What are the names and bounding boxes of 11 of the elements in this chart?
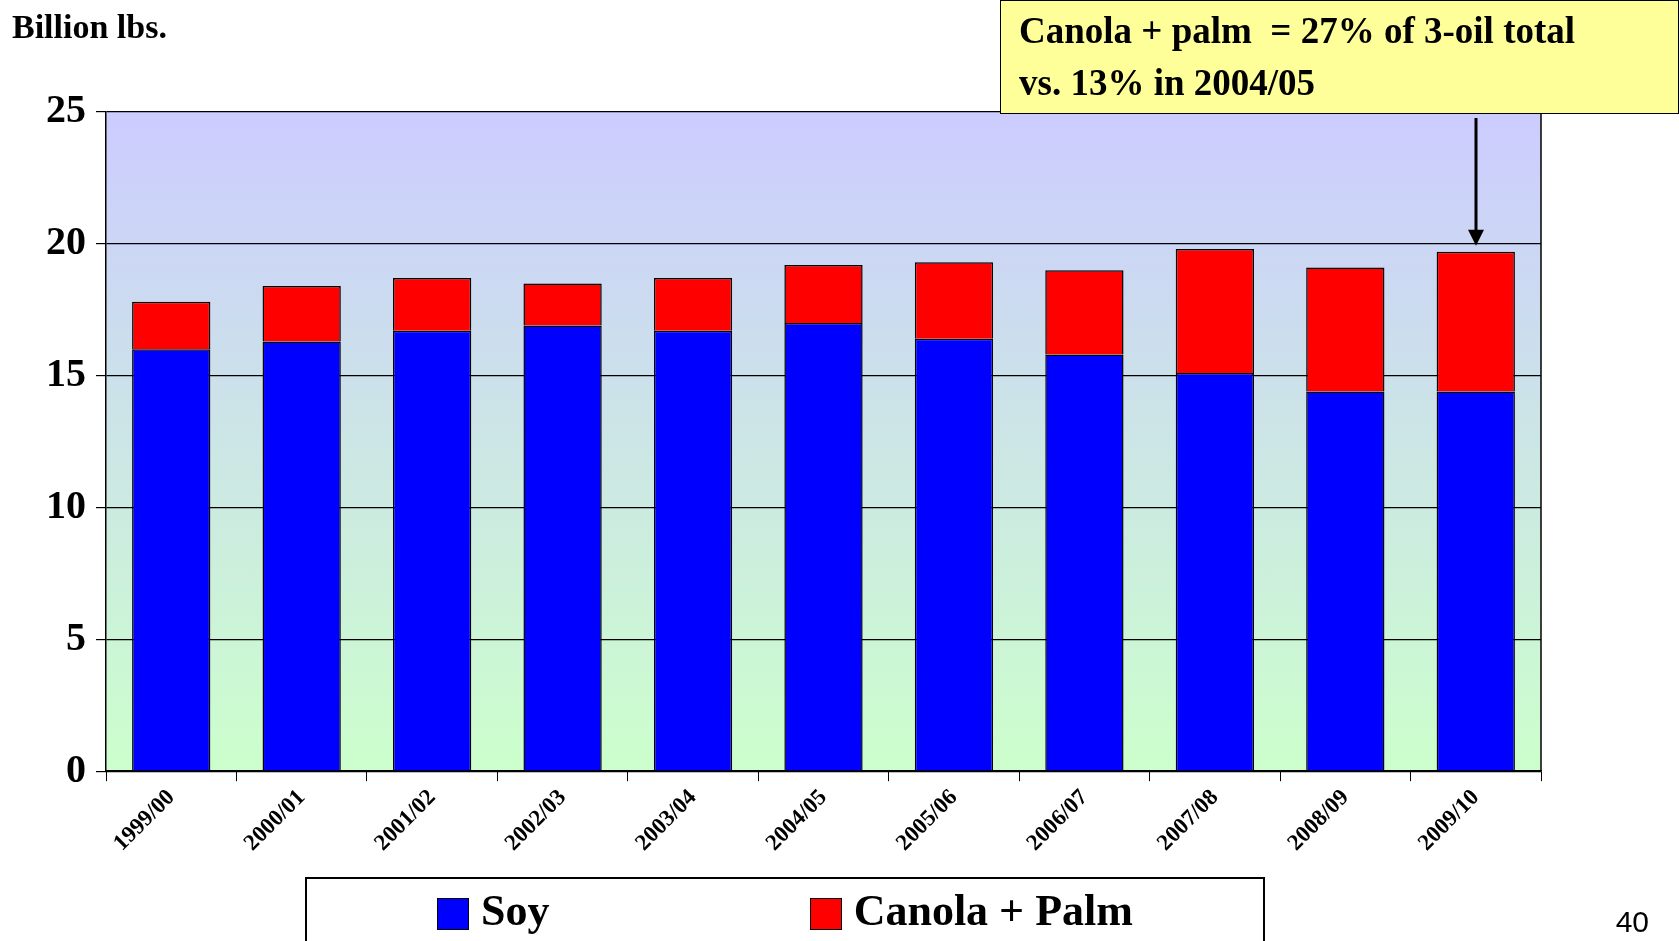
y-tick-label: 15: [46, 350, 86, 395]
y-tick-label: 5: [66, 613, 86, 659]
callout-box: Canola + palm = 27% of 3-oil total vs. 13% in 2004/05: [1000, 0, 1679, 114]
y-tick-label: 10: [46, 481, 86, 527]
y-axis-title: Billion lbs.: [12, 8, 167, 46]
y-tick-label: 20: [46, 218, 86, 264]
text: 40: [1615, 905, 1649, 939]
text: Soy: [481, 885, 550, 935]
y-tick-label: 0: [66, 745, 86, 791]
legend-label: Canola + Palm: [853, 885, 1133, 935]
y-tick-label: 25: [46, 86, 86, 132]
